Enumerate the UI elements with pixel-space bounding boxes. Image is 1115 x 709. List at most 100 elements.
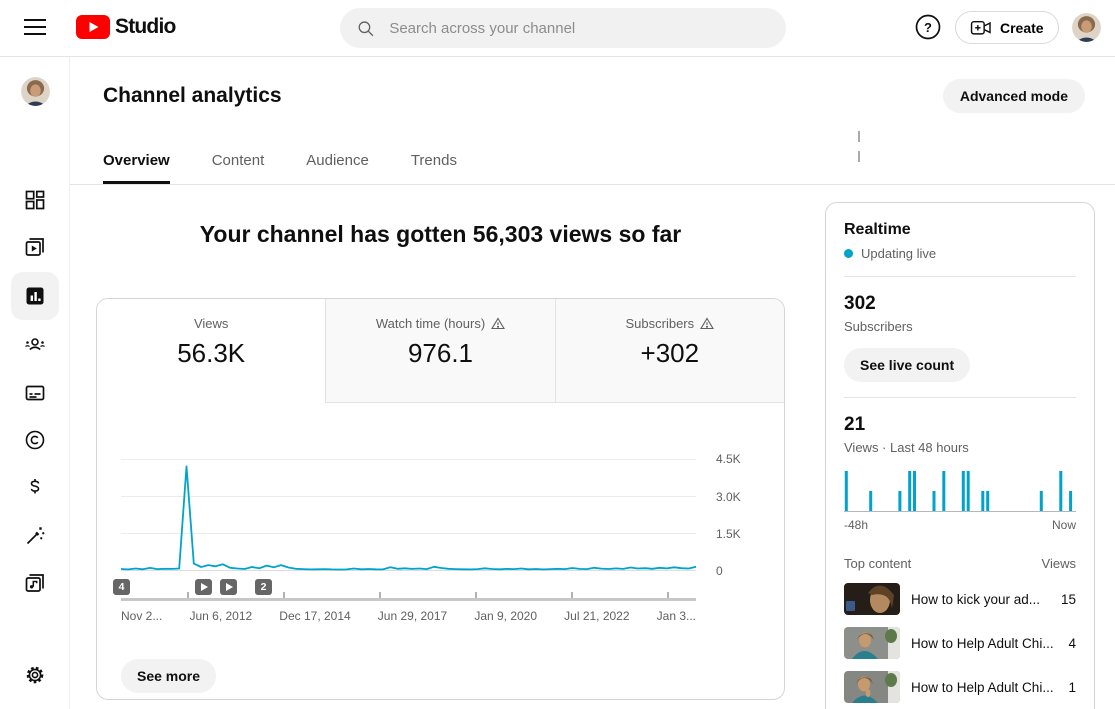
metric-tabs: Views 56.3K Watch time (hours) 976.1 Sub… [97, 299, 784, 403]
realtime-views-label: Views · Last 48 hours [844, 440, 969, 455]
views-line-chart [121, 459, 696, 572]
hamburger-menu-icon[interactable] [24, 19, 46, 35]
top-content-views-header: Views [1041, 556, 1076, 571]
video-views: 4 [1068, 635, 1076, 651]
metric-value: 56.3K [177, 338, 246, 368]
settings-icon [26, 666, 44, 684]
y-axis-label: 3.0K [716, 490, 741, 504]
live-dot-icon [844, 249, 853, 258]
see-live-count-button[interactable]: See live count [844, 348, 971, 382]
timeline-marker-count[interactable]: 4 [113, 579, 130, 595]
top-content-header: Top content Views [844, 556, 1076, 571]
account-avatar[interactable] [1072, 13, 1101, 42]
youtube-play-icon [76, 15, 110, 39]
realtime-views-value: 21 [844, 414, 866, 435]
metric-tab-subscribers[interactable]: Subscribers +302 [554, 299, 784, 403]
metric-tab-watch-time[interactable]: Watch time (hours) 976.1 [325, 299, 555, 403]
create-button[interactable]: Create [955, 11, 1059, 44]
scrubber-tick [571, 592, 573, 598]
timeline-marker-video[interactable] [195, 579, 212, 595]
x-axis-label: Nov 2... [121, 609, 163, 623]
sidebar-item-earn[interactable] [11, 464, 59, 512]
video-thumbnail [844, 583, 900, 615]
earn-icon [30, 479, 40, 494]
sidebar-item-audio-library[interactable] [11, 559, 59, 607]
realtime-subscribers-value: 302 [844, 293, 876, 314]
search-input[interactable] [389, 19, 770, 37]
metric-label: Views [193, 316, 229, 331]
top-content-row[interactable]: How to Help Adult Chi... 4 [844, 627, 1076, 659]
x-axis-label: Jan 3... [656, 609, 696, 623]
youtube-studio-logo[interactable]: Studio [76, 15, 176, 39]
x-axis-label: Jan 9, 2020 [474, 609, 538, 623]
search-bar[interactable] [340, 8, 786, 48]
overview-content: Your channel has gotten 56,303 views so … [70, 185, 1115, 709]
tab-overview[interactable]: Overview [103, 152, 170, 184]
divider [844, 276, 1076, 277]
views-headline: Your channel has gotten 56,303 views so … [199, 221, 682, 247]
metric-tab-views[interactable]: Views 56.3K [97, 299, 326, 403]
content-icon [25, 238, 44, 256]
x-axis-label: Dec 17, 2014 [279, 609, 351, 623]
timeline-marker-video[interactable] [220, 579, 237, 595]
top-content-title: Top content [844, 556, 912, 571]
create-label: Create [1000, 19, 1044, 36]
create-video-icon [970, 20, 991, 35]
scrubber-tick [283, 592, 285, 598]
sidebar-item-customization[interactable] [11, 512, 59, 560]
sidebar-item-subtitles[interactable] [11, 369, 59, 417]
sidebar-item-dashboard[interactable] [11, 176, 59, 224]
analytics-icon [26, 287, 44, 305]
search-icon [358, 20, 374, 36]
x-axis-label: Jul 21, 2022 [564, 609, 630, 623]
page-title: Channel analytics [103, 84, 282, 107]
tab-audience[interactable]: Audience [306, 152, 369, 169]
warning-icon[interactable] [491, 317, 506, 330]
x-axis-label: Jun 6, 2012 [189, 609, 253, 623]
timeline-scrubber[interactable] [121, 592, 696, 601]
sidebar-item-content[interactable] [11, 223, 59, 271]
topbar: Studio ? Create [0, 0, 1115, 57]
scrubber-tick [475, 592, 477, 598]
sidebar-item-community[interactable] [11, 320, 59, 368]
page-header: Channel analytics Advanced mode Overview… [70, 57, 1115, 185]
divider [844, 397, 1076, 398]
sidebar-item-copyright[interactable] [11, 416, 59, 464]
top-content-row[interactable]: How to Help Adult Chi... 1 [844, 671, 1076, 703]
metric-value: 976.1 [407, 338, 474, 368]
artifact-mark [858, 151, 860, 162]
subtitles-icon [25, 385, 45, 401]
warning-icon[interactable] [700, 317, 715, 330]
help-icon[interactable]: ? [914, 13, 942, 41]
realtime-subscribers-label: Subscribers [844, 319, 913, 334]
x-axis-label: Jun 29, 2017 [377, 609, 448, 623]
scrubber-tick [667, 592, 669, 598]
y-axis-label: 1.5K [716, 527, 741, 541]
realtime-title: Realtime [844, 221, 911, 238]
y-axis-label: 0 [716, 564, 723, 578]
sidebar-item-analytics[interactable] [11, 272, 59, 320]
advanced-mode-button[interactable]: Advanced mode [942, 79, 1085, 113]
realtime-card: Realtime Updating live 302 Subscribers S… [825, 202, 1095, 709]
play-icon [201, 583, 208, 591]
audio-library-icon [25, 574, 44, 592]
sidebar-nav [0, 57, 70, 709]
y-axis-label: 4.5K [716, 452, 741, 466]
community-icon [25, 338, 45, 351]
play-icon [226, 583, 233, 591]
tab-trends[interactable]: Trends [410, 152, 457, 169]
dashboard-icon [25, 190, 45, 210]
video-thumbnail [844, 671, 900, 703]
metric-value: +302 [640, 338, 700, 368]
metric-label: Watch time (hours) [375, 316, 486, 331]
updating-live-label: Updating live [861, 246, 937, 261]
see-more-button[interactable]: See more [121, 659, 217, 693]
scrubber-tick [187, 592, 189, 598]
x-axis-labels: Nov 2... Jun 6, 2012 Dec 17, 2014 Jun 29… [121, 609, 696, 623]
timeline-marker-count[interactable]: 2 [255, 579, 272, 595]
tab-content[interactable]: Content [211, 152, 265, 169]
axis-left-label: -48h [844, 518, 869, 532]
sidebar-item-settings[interactable] [11, 651, 59, 699]
channel-avatar[interactable] [21, 77, 50, 106]
top-content-row[interactable]: How to kick your ad... 15 [844, 583, 1076, 615]
